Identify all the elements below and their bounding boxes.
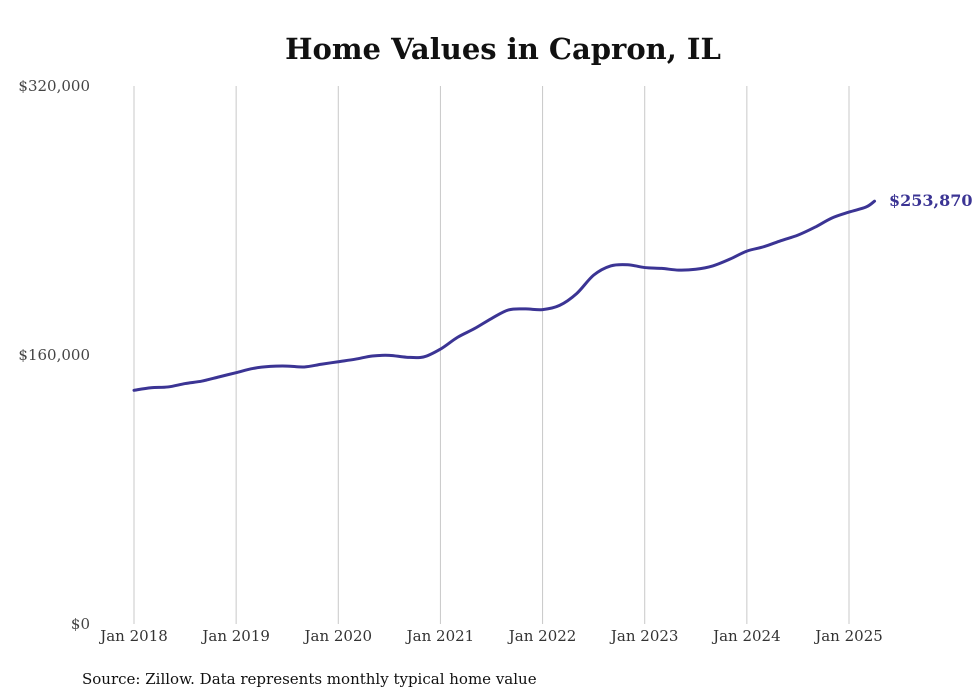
data-point [201, 380, 204, 383]
chart-title: Home Values in Capron, IL [285, 32, 721, 66]
data-point [507, 308, 510, 311]
data-point [830, 216, 833, 219]
data-point [592, 274, 595, 277]
data-point [558, 304, 561, 307]
data-point [371, 355, 374, 358]
data-point [626, 263, 629, 266]
data-point [762, 245, 765, 248]
x-tick-label: Jan 2018 [98, 627, 168, 645]
data-point [524, 307, 527, 310]
data-point [473, 327, 476, 330]
data-point [813, 226, 816, 229]
data-point [252, 367, 255, 370]
data-point [354, 358, 357, 361]
data-point [677, 269, 680, 272]
data-point [150, 386, 153, 389]
series-layer [132, 199, 877, 392]
data-point [779, 239, 782, 242]
x-tick-label: Jan 2021 [405, 627, 475, 645]
data-point [745, 250, 748, 253]
x-tick-label: Jan 2025 [813, 627, 883, 645]
data-point [167, 385, 170, 388]
series-line-0 [132, 199, 877, 392]
x-tick-label: Jan 2020 [303, 627, 373, 645]
data-point [865, 206, 868, 209]
data-point [405, 356, 408, 359]
data-point [848, 211, 851, 214]
data-point [303, 365, 306, 368]
data-point [490, 317, 493, 320]
data-point [660, 267, 663, 270]
data-point [337, 360, 340, 363]
data-point [643, 266, 646, 269]
y-tick-label: $0 [71, 615, 90, 633]
data-point [439, 348, 442, 351]
x-axis: Jan 2018 Jan 2019 Jan 2020 Jan 2021 Jan 2022… [98, 627, 883, 645]
data-point [320, 363, 323, 366]
data-point [218, 375, 221, 378]
x-tick-label: Jan 2024 [711, 627, 781, 645]
data-point [456, 336, 459, 339]
data-point [694, 268, 697, 271]
last-value-label: $253,870 [889, 191, 973, 210]
y-axis: $0 $160,000 $320,000 [18, 77, 90, 633]
x-tick-label: Jan 2023 [609, 627, 679, 645]
x-tick-label: Jan 2022 [507, 627, 577, 645]
data-point [184, 382, 187, 385]
data-point [873, 200, 876, 203]
y-tick-label: $160,000 [18, 346, 90, 364]
data-point [235, 371, 238, 374]
data-point [269, 365, 272, 368]
y-tick-label: $320,000 [18, 77, 90, 95]
x-tick-label: Jan 2019 [200, 627, 270, 645]
gridlines [133, 86, 850, 624]
data-point [541, 308, 544, 311]
data-point [728, 258, 731, 261]
data-point [388, 354, 391, 357]
data-point [286, 365, 289, 368]
data-point [796, 234, 799, 237]
data-point [133, 389, 136, 392]
data-point [711, 264, 714, 267]
data-point [609, 264, 612, 267]
data-point [575, 292, 578, 295]
data-point [422, 356, 425, 359]
source-note: Source: Zillow. Data represents monthly … [82, 670, 537, 688]
